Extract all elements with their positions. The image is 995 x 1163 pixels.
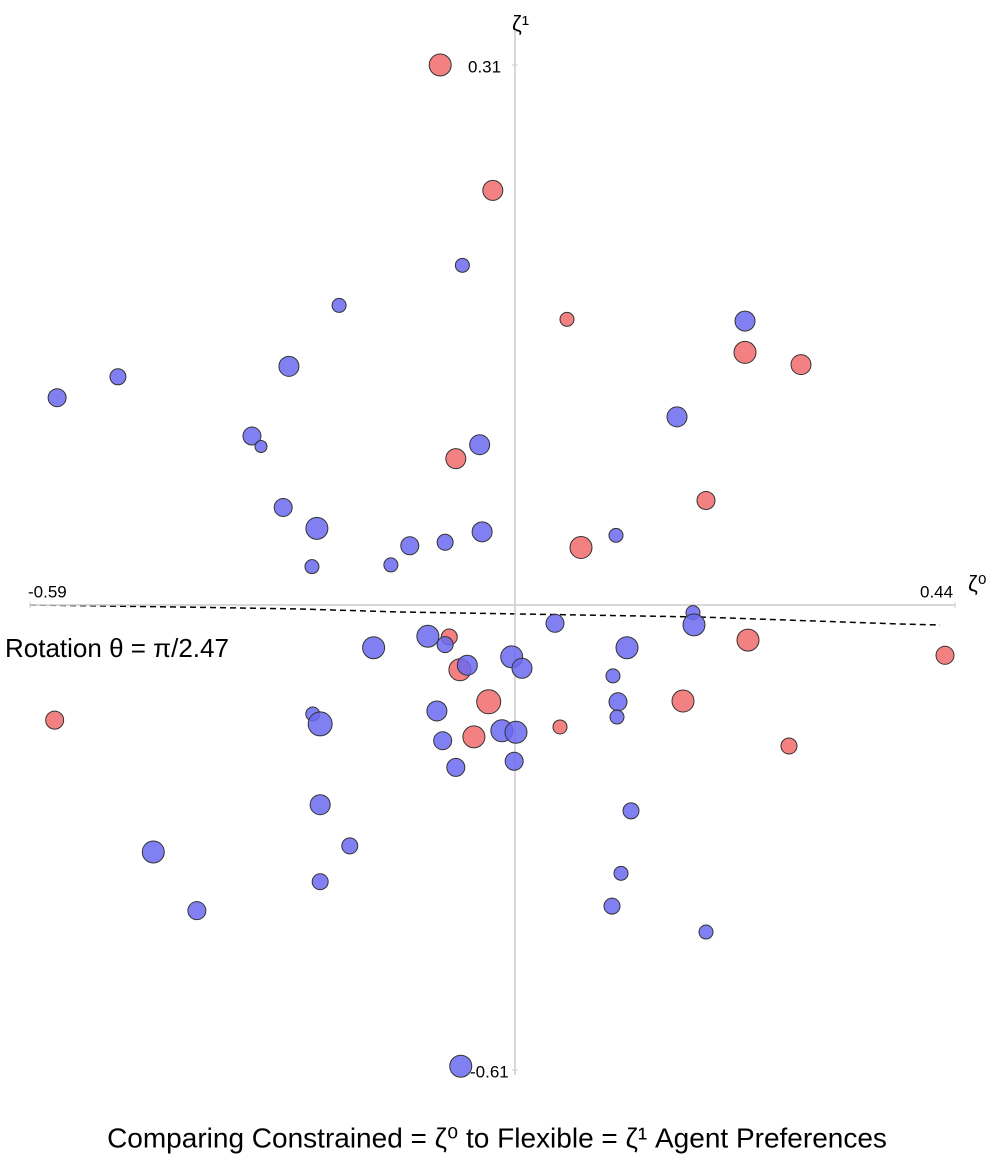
point (47, 388, 67, 408)
y-tick-label: 0.31 (468, 57, 501, 76)
point (734, 310, 756, 332)
point (416, 624, 440, 648)
point (400, 536, 420, 556)
point (504, 751, 524, 771)
point (603, 897, 621, 915)
point (426, 700, 448, 722)
point (456, 654, 478, 676)
point (45, 710, 65, 730)
point (187, 901, 207, 921)
x-axis-label: ζ⁰ (968, 571, 987, 596)
point (476, 689, 502, 715)
point (605, 668, 621, 684)
point (545, 613, 565, 633)
chart-title: Comparing Constrained = ζ⁰ to Flexible =… (107, 1122, 887, 1153)
annotation: Rotation θ = π/2.47 (5, 633, 229, 663)
point (341, 837, 359, 855)
point (278, 355, 300, 377)
point (309, 794, 331, 816)
rotation-line (29, 604, 941, 626)
point (609, 709, 625, 725)
point (445, 448, 467, 470)
point (696, 490, 716, 510)
point (273, 497, 293, 517)
point (780, 737, 798, 755)
point (362, 636, 386, 660)
point (613, 865, 629, 881)
point (305, 516, 329, 540)
point (304, 559, 320, 575)
point (383, 557, 399, 573)
point (790, 354, 812, 376)
point (608, 692, 628, 712)
point (511, 657, 533, 679)
point (436, 533, 454, 551)
point (436, 636, 454, 654)
point (462, 725, 486, 749)
point (433, 731, 453, 751)
point (552, 719, 568, 735)
y-tick-label: -0.61 (470, 1062, 509, 1081)
point (471, 521, 493, 543)
point (733, 340, 757, 364)
point (622, 802, 640, 820)
x-tick-label: 0.44 (920, 582, 953, 601)
point (141, 840, 165, 864)
point (446, 757, 466, 777)
point (559, 311, 575, 327)
point (935, 645, 955, 665)
point (311, 873, 329, 891)
point (242, 426, 262, 446)
y-axis-label: ζ¹ (512, 11, 529, 36)
point (671, 689, 695, 713)
point (254, 439, 268, 453)
x-tick-label: -0.59 (28, 582, 67, 601)
point (428, 53, 452, 77)
point (109, 368, 127, 386)
point (666, 406, 688, 428)
point (482, 179, 504, 201)
point (608, 527, 624, 543)
point (469, 434, 491, 456)
point (698, 924, 714, 940)
point (449, 1054, 473, 1078)
point (682, 613, 706, 637)
point (307, 711, 333, 737)
point (331, 297, 347, 313)
point (569, 536, 593, 560)
point (454, 257, 470, 273)
point (736, 628, 760, 652)
point (504, 720, 528, 744)
point (615, 636, 639, 660)
